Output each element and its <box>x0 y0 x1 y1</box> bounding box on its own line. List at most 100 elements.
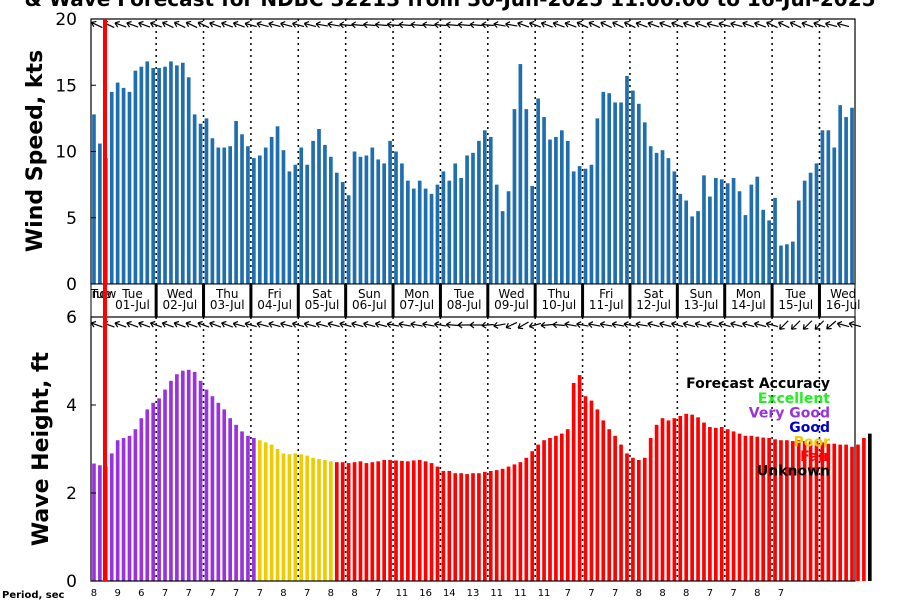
wind-y-label: Wind Speed, kts <box>23 50 48 252</box>
wave-bar <box>382 460 386 581</box>
wind-bar <box>613 102 617 284</box>
wave-direction-arrow <box>398 321 411 329</box>
accuracy-legend-item: Good <box>789 420 830 436</box>
wind-bar <box>737 191 742 284</box>
wind-direction-arrow <box>469 21 482 29</box>
wave-bar <box>832 443 837 581</box>
wind-bar <box>577 166 582 284</box>
day-of-week-label: Sat <box>312 287 332 301</box>
day-date-label: 14-Jul <box>731 298 766 312</box>
wave-bar <box>388 460 392 581</box>
wind-bar <box>506 191 511 284</box>
wave-direction-arrow <box>410 321 423 329</box>
wave-direction-arrow <box>564 321 577 329</box>
wave-bar <box>441 471 446 581</box>
wave-bar <box>275 449 280 581</box>
wind-direction-arrow <box>612 20 624 29</box>
wind-bar <box>536 98 540 284</box>
wave-bar <box>672 418 677 581</box>
wind-bar <box>488 136 493 284</box>
wave-direction-arrow <box>221 320 234 328</box>
wind-direction-arrow <box>754 20 767 28</box>
wind-bar <box>370 147 375 284</box>
wind-direction-arrow <box>836 21 850 28</box>
period-value-label: 8 <box>636 588 642 599</box>
wave-bar <box>323 460 327 581</box>
day-of-week-label: Wed <box>167 287 193 301</box>
period-value-label: 8 <box>328 588 334 599</box>
wave-bar <box>334 462 339 581</box>
wave-bar <box>565 429 570 581</box>
wave-bar <box>453 473 458 581</box>
day-date-label: 02-Jul <box>162 298 197 312</box>
wave-direction-arrow <box>422 321 435 329</box>
wave-bar <box>648 438 653 581</box>
wave-y-ticks: 0 2 4 6 <box>66 308 96 592</box>
wave-direction-arrow <box>647 321 660 328</box>
wind-bar <box>743 215 748 284</box>
period-value-label: 7 <box>304 588 310 599</box>
wave-bar <box>257 440 262 581</box>
wave-bar <box>802 441 807 581</box>
day-of-week-label: Fri <box>599 287 613 301</box>
wind-direction-arrow <box>730 21 743 28</box>
wave-bar <box>737 433 742 581</box>
wind-bar <box>702 175 706 284</box>
accuracy-legend-item: Unknown <box>757 464 830 480</box>
wave-direction-arrow <box>280 321 293 328</box>
wave-bar <box>684 413 689 581</box>
wind-bar <box>708 196 712 284</box>
wave-bar <box>731 431 736 581</box>
wind-bar <box>382 163 386 284</box>
wind-direction-arrow <box>457 21 471 29</box>
wind-direction-arrow <box>777 20 790 29</box>
wave-bar <box>725 429 730 581</box>
wind-bar <box>648 146 653 284</box>
wave-bar <box>145 409 150 581</box>
wind-direction-arrow <box>410 21 423 29</box>
wind-direction-arrow <box>540 20 553 28</box>
wind-bar <box>358 156 363 284</box>
wave-bar <box>400 460 404 581</box>
wave-direction-arrow <box>114 320 127 328</box>
wind-direction-arrow <box>445 21 459 29</box>
wind-direction-arrow <box>825 21 838 28</box>
wind-bar <box>346 195 351 284</box>
accuracy-legend-item: Fair <box>800 449 830 465</box>
wind-bar <box>257 155 262 284</box>
period-value-label: 7 <box>162 588 168 599</box>
wave-bar <box>808 441 813 581</box>
wave-direction-arrow <box>161 320 174 328</box>
wave-direction-arrow <box>742 321 755 328</box>
wave-bar <box>127 435 132 581</box>
wind-bar <box>240 134 244 284</box>
wave-bar <box>713 427 718 581</box>
day-of-week-label: Wed <box>830 287 856 301</box>
wave-bar <box>329 461 333 581</box>
wind-bar <box>411 188 416 284</box>
wave-bar <box>796 440 801 581</box>
wave-direction-arrow <box>173 320 186 328</box>
wind-direction-arrow <box>138 20 151 28</box>
wave-bar <box>311 457 315 581</box>
wind-bar <box>246 146 250 284</box>
wave-bar <box>346 463 351 581</box>
wind-bar <box>542 117 546 284</box>
wave-bar <box>500 468 505 581</box>
day-of-week-label: Thu <box>215 287 239 301</box>
wave-bar <box>595 409 600 581</box>
wind-bar <box>222 147 227 284</box>
wave-bar <box>358 461 363 581</box>
day-date-label: 09-Jul <box>494 298 529 312</box>
wave-bar <box>678 416 683 581</box>
wind-bar <box>228 146 233 284</box>
wave-bar <box>826 443 831 581</box>
wave-bar <box>92 463 96 581</box>
wave-bar <box>204 389 209 581</box>
wave-bar <box>589 400 594 581</box>
wind-bar <box>625 75 629 284</box>
wind-bar <box>483 130 487 284</box>
wind-bar <box>115 82 120 284</box>
wave-bar <box>216 402 221 581</box>
wave-bar <box>844 444 848 581</box>
